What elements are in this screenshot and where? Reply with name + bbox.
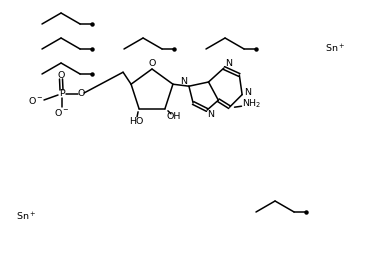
Text: NH$_2$: NH$_2$ [242,98,261,111]
Text: P: P [59,89,65,99]
Text: N: N [180,77,187,86]
Text: O: O [77,89,85,99]
Text: O$^-$: O$^-$ [28,94,44,106]
Text: N: N [245,88,252,97]
Text: OH: OH [167,112,181,121]
Text: HO: HO [129,117,143,126]
Text: Sn$^+$: Sn$^+$ [325,43,345,55]
Text: O: O [57,71,65,79]
Text: O$^-$: O$^-$ [54,106,70,117]
Text: N: N [208,109,215,119]
Text: N: N [226,58,232,68]
Text: O: O [148,60,156,68]
Text: Sn$^+$: Sn$^+$ [16,211,36,223]
